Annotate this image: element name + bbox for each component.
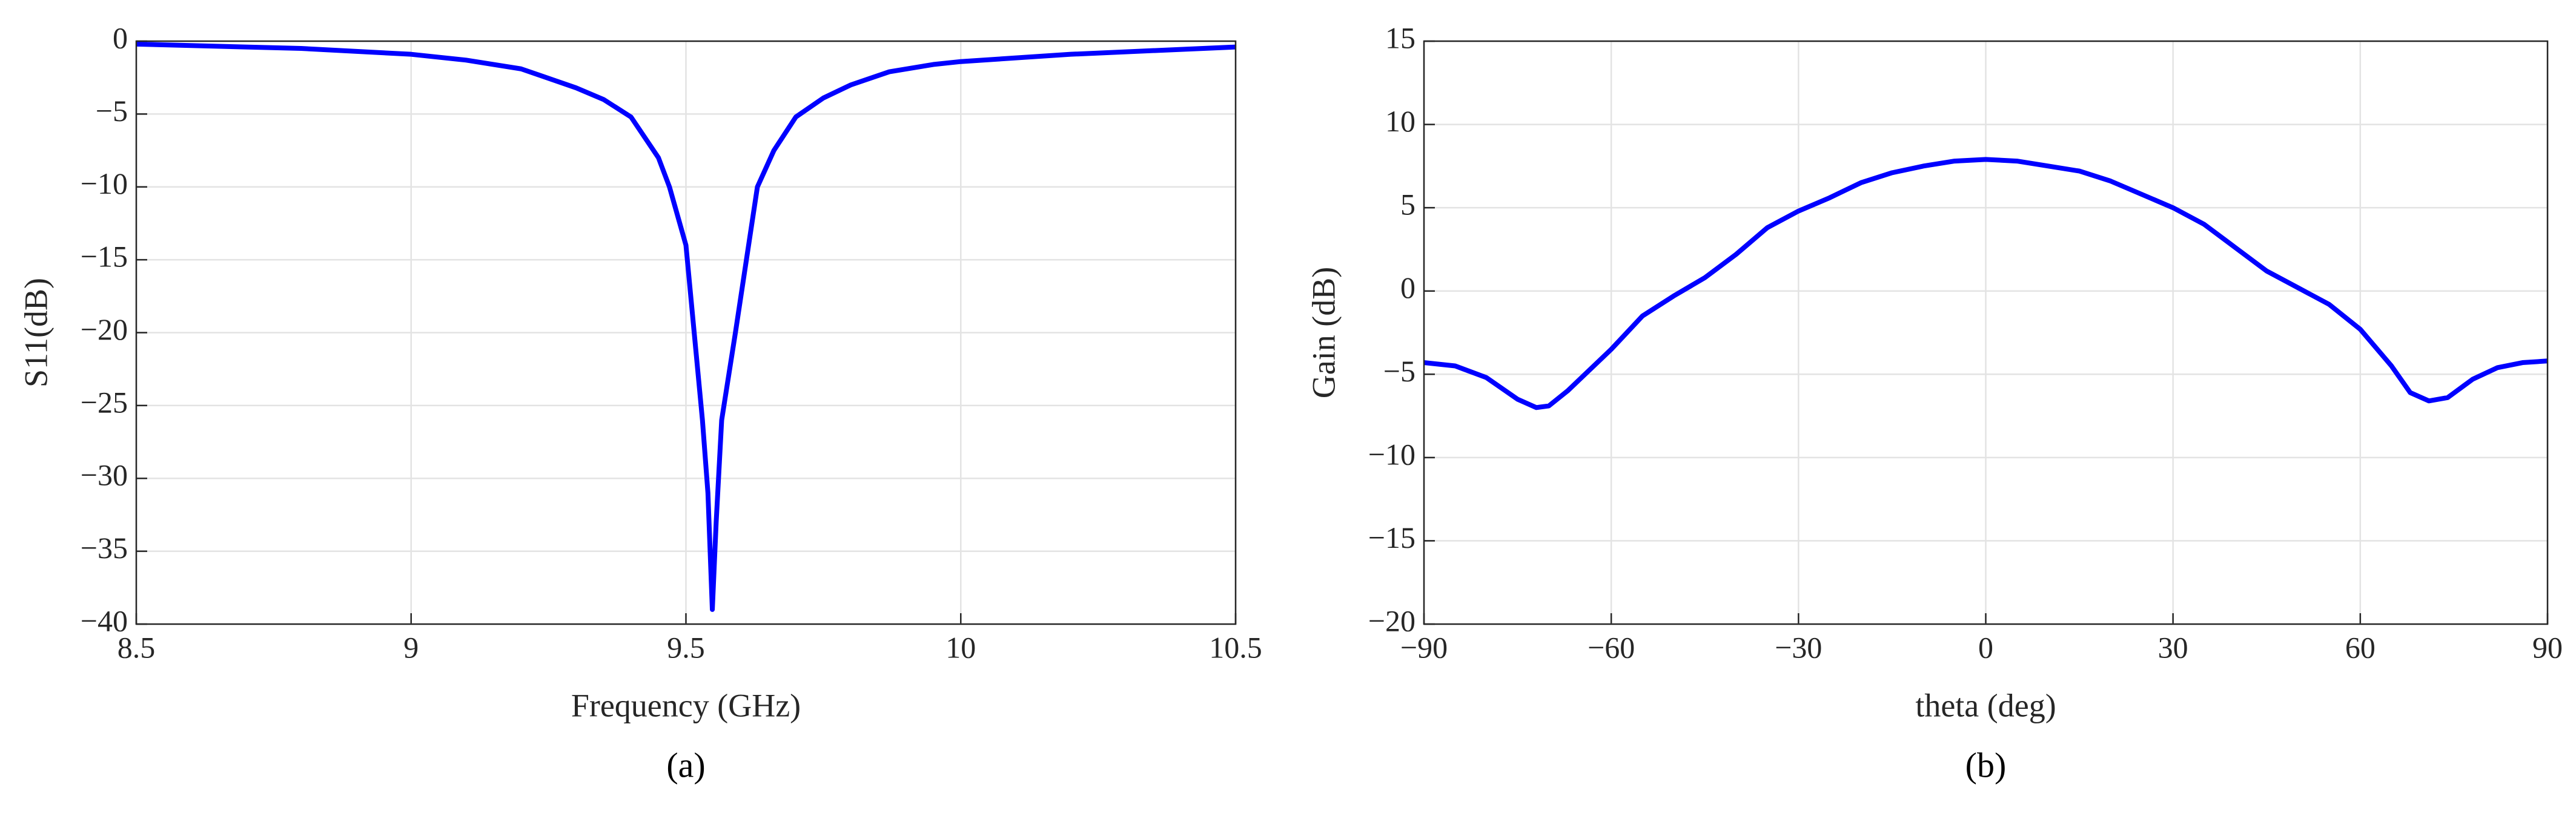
x-tick-label: 30 bbox=[2158, 630, 2188, 664]
caption: (b) bbox=[1965, 745, 2007, 785]
x-tick-label: 60 bbox=[2345, 630, 2376, 664]
x-tick-label: 8.5 bbox=[118, 630, 156, 664]
x-tick-label: 90 bbox=[2532, 630, 2563, 664]
data-line bbox=[136, 41, 1236, 612]
y-tick-label: −25 bbox=[81, 385, 128, 419]
x-axis-label: Frequency (GHz) bbox=[571, 687, 801, 723]
y-tick-label: −10 bbox=[1368, 437, 1415, 471]
plot-frame bbox=[135, 40, 1237, 625]
x-tick-label: −30 bbox=[1775, 630, 1822, 664]
y-tick-label: −5 bbox=[96, 94, 128, 128]
x-tick-label: −90 bbox=[1400, 630, 1448, 664]
y-tick-label: −20 bbox=[81, 312, 128, 346]
x-tick-label: −60 bbox=[1588, 630, 1635, 664]
y-axis-label: S11(dB) bbox=[18, 278, 54, 387]
y-tick-label: −20 bbox=[1368, 604, 1415, 637]
y-tick-label: 15 bbox=[1385, 21, 1415, 54]
x-tick-label: 10.5 bbox=[1209, 630, 1262, 664]
x-tick-label: 10 bbox=[945, 630, 976, 664]
y-tick-label: 0 bbox=[113, 21, 128, 54]
y-tick-label: −10 bbox=[81, 166, 128, 200]
x-tick-label: 9.5 bbox=[667, 630, 705, 664]
y-tick-label: −5 bbox=[1383, 354, 1415, 388]
y-tick-label: −30 bbox=[81, 458, 128, 492]
y-tick-label: −35 bbox=[81, 531, 128, 565]
caption: (a) bbox=[666, 745, 705, 785]
y-tick-label: −40 bbox=[81, 604, 128, 637]
y-axis-label: Gain (dB) bbox=[1305, 267, 1342, 398]
x-axis-label: theta (deg) bbox=[1915, 687, 2056, 723]
data-line bbox=[1423, 157, 2548, 410]
y-tick-label: −15 bbox=[1368, 521, 1415, 554]
y-tick-label: 5 bbox=[1400, 188, 1415, 222]
x-tick-label: 0 bbox=[1978, 630, 1993, 664]
x-tick-label: 9 bbox=[403, 630, 419, 664]
y-tick-label: 0 bbox=[1400, 271, 1415, 304]
y-tick-label: −15 bbox=[81, 240, 128, 274]
plot-frame bbox=[1423, 40, 2549, 625]
y-tick-label: 10 bbox=[1385, 104, 1415, 138]
